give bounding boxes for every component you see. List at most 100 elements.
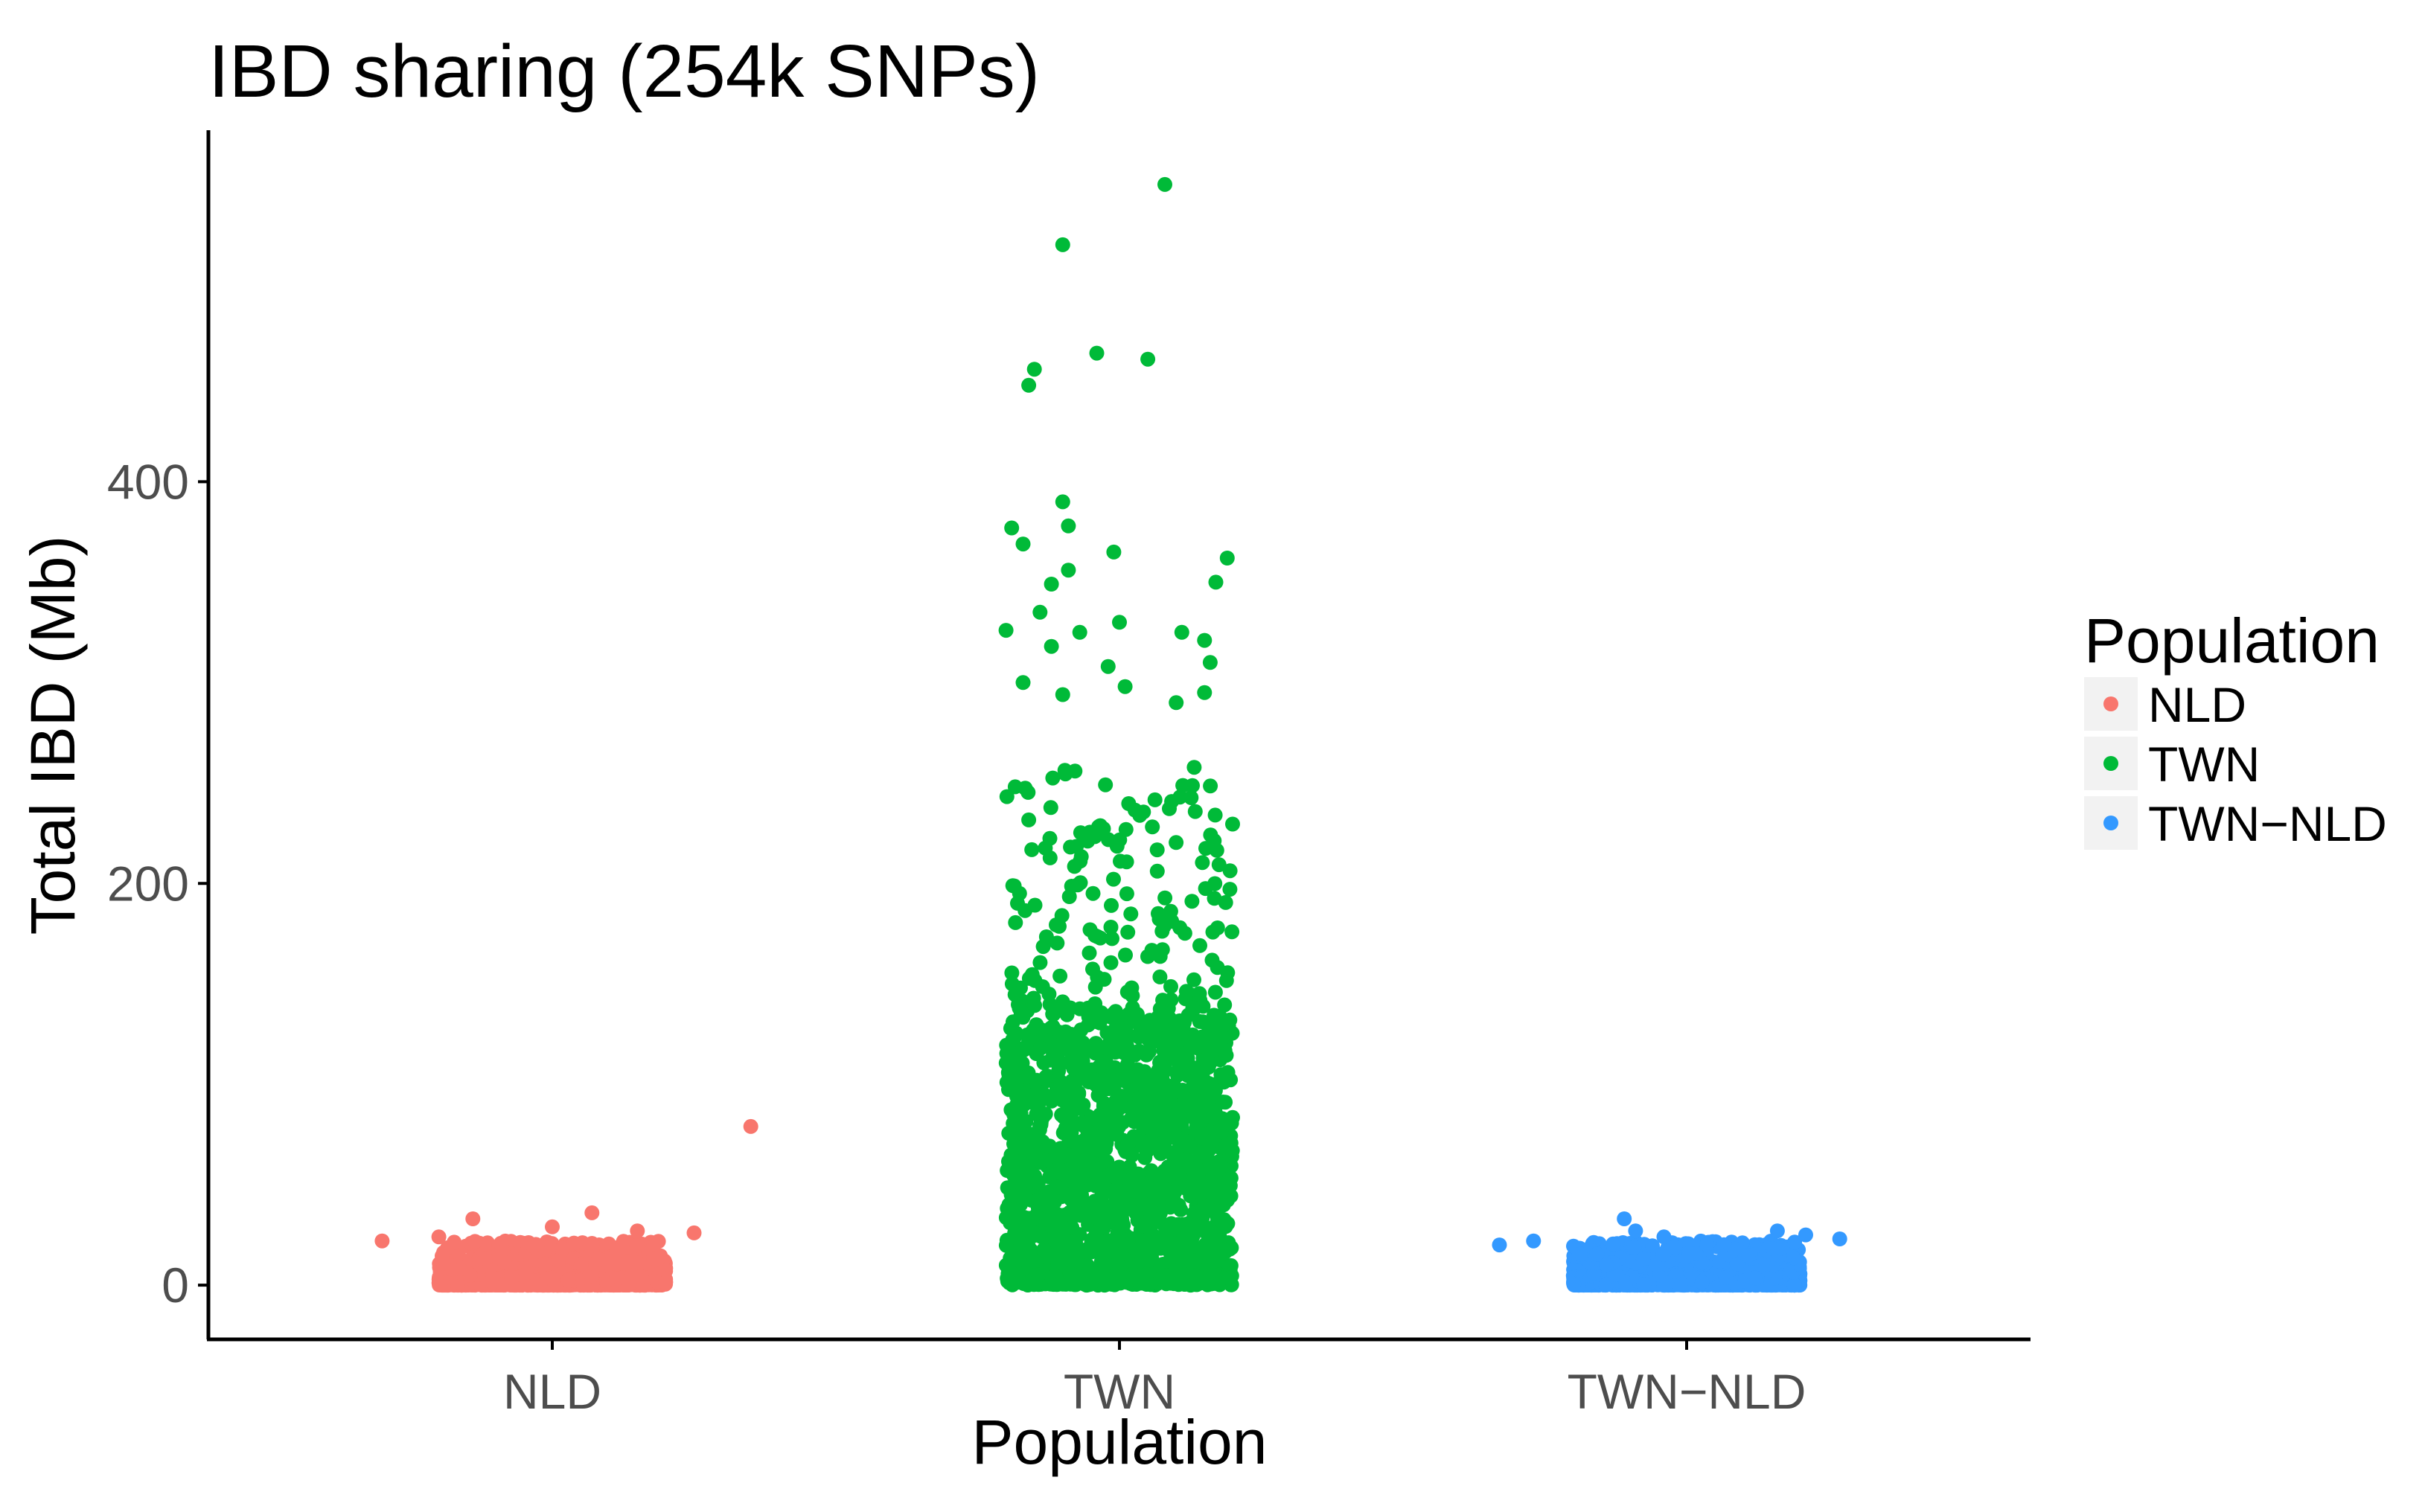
data-point (686, 1225, 702, 1240)
data-point (1015, 1055, 1030, 1071)
data-point (1222, 1170, 1238, 1186)
data-point (1077, 1153, 1093, 1168)
series-nld (374, 1118, 758, 1293)
data-point (1118, 821, 1134, 837)
data-point (1197, 632, 1212, 648)
data-point (1122, 1173, 1137, 1189)
data-point (1056, 1109, 1071, 1125)
data-point (1157, 176, 1172, 192)
data-point (1031, 1267, 1047, 1283)
data-point (1012, 885, 1027, 901)
data-point (1061, 518, 1076, 534)
data-point (1212, 1030, 1228, 1045)
data-point (658, 1275, 674, 1290)
data-point (573, 1256, 589, 1272)
data-point (1087, 1269, 1102, 1284)
data-point (998, 1055, 1014, 1071)
data-point (1201, 1075, 1216, 1091)
data-point (1009, 1079, 1024, 1095)
data-point (1186, 760, 1202, 775)
data-point (1167, 1127, 1183, 1142)
data-point (1155, 993, 1171, 1008)
data-point (1076, 1098, 1091, 1112)
data-point (1170, 1068, 1185, 1083)
data-point (1210, 1124, 1225, 1140)
data-point (1171, 1197, 1186, 1213)
data-point (1157, 890, 1173, 906)
data-point (532, 1277, 548, 1292)
data-point (1081, 1000, 1096, 1016)
data-point (1100, 1272, 1116, 1288)
data-point (1198, 1040, 1214, 1055)
data-point (1100, 659, 1116, 674)
data-point (999, 789, 1015, 804)
data-point (1058, 1124, 1074, 1139)
data-point (1105, 1185, 1121, 1201)
data-point (477, 1251, 493, 1266)
data-point (528, 1237, 543, 1252)
data-point (1055, 237, 1070, 252)
data-point (1015, 1159, 1031, 1174)
data-point (1118, 947, 1133, 963)
data-point (1114, 1246, 1129, 1262)
data-point (1047, 1247, 1062, 1263)
data-point (1088, 1225, 1104, 1240)
data-point (1119, 886, 1134, 902)
data-point (1172, 920, 1188, 935)
data-point (629, 1237, 645, 1253)
data-point (1061, 1147, 1076, 1163)
data-point (1185, 1000, 1201, 1016)
data-point (1062, 1266, 1078, 1281)
data-point (1207, 1008, 1221, 1023)
data-point (1129, 1007, 1145, 1022)
data-point (465, 1211, 481, 1226)
series-twn-nld (1492, 1211, 1847, 1293)
data-point (1117, 679, 1133, 694)
data-point (1096, 1171, 1111, 1187)
data-point (1207, 984, 1223, 1000)
data-point (1112, 1096, 1128, 1112)
data-point (1139, 1277, 1154, 1292)
data-point (545, 1219, 560, 1234)
data-point (609, 1243, 624, 1258)
data-point (1202, 1156, 1218, 1171)
data-point (1109, 1127, 1125, 1142)
data-point (1187, 804, 1203, 819)
data-point (1090, 1130, 1105, 1145)
data-point (1004, 965, 1020, 981)
data-point (1168, 1016, 1183, 1031)
data-point (1106, 544, 1122, 560)
data-point (1149, 863, 1165, 879)
data-point (1147, 792, 1163, 807)
data-point (1106, 871, 1121, 887)
data-point (1098, 777, 1114, 792)
data-point (1015, 536, 1031, 552)
data-point (1178, 1137, 1193, 1153)
data-point (1108, 1166, 1124, 1181)
data-point (431, 1229, 447, 1245)
data-point (1192, 1214, 1208, 1229)
data-point (1044, 577, 1059, 592)
data-point (537, 1256, 553, 1272)
data-point (1061, 1170, 1076, 1186)
data-point (1049, 1272, 1064, 1287)
data-point (1135, 1234, 1151, 1250)
data-point (1205, 1184, 1221, 1199)
data-point (1186, 1164, 1202, 1179)
data-point (1091, 1142, 1107, 1158)
data-point (1004, 520, 1020, 536)
data-point (1149, 842, 1165, 858)
data-point (1220, 1192, 1236, 1208)
data-point (1038, 1106, 1053, 1122)
data-point (1016, 1173, 1032, 1188)
data-point (1120, 924, 1136, 940)
data-point (1215, 1214, 1230, 1230)
data-point (555, 1240, 570, 1256)
data-point (1186, 972, 1201, 987)
series-twn (998, 176, 1240, 1293)
data-point (1013, 1140, 1029, 1156)
data-point (1020, 1239, 1036, 1255)
data-point (1203, 778, 1218, 794)
data-point (1170, 1217, 1186, 1232)
data-point (1082, 922, 1098, 938)
